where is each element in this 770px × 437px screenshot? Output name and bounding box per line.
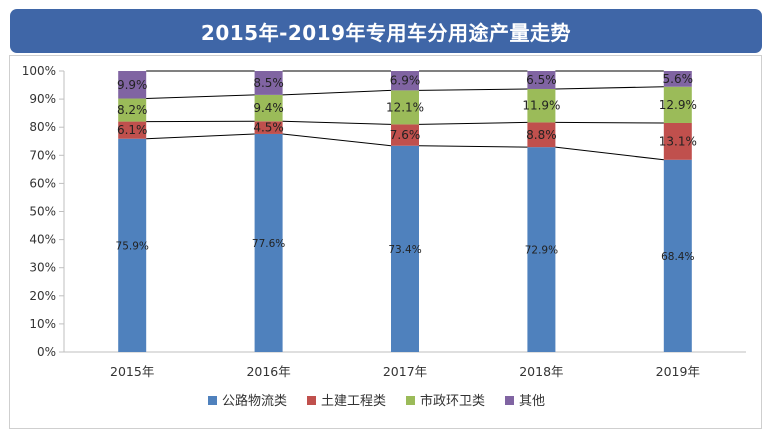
data-label: 12.1% — [386, 100, 424, 114]
data-label: 6.5% — [526, 73, 557, 87]
bar-segment — [663, 122, 692, 160]
legend-label: 其他 — [519, 394, 545, 409]
data-label: 73.4% — [388, 244, 421, 256]
bar-segment — [254, 133, 283, 352]
data-label: 6.1% — [117, 123, 148, 137]
data-label: 4.5% — [253, 121, 284, 135]
data-label: 12.9% — [659, 98, 697, 112]
y-tick-label: 30% — [29, 261, 56, 275]
bar-segment — [663, 159, 692, 352]
bar-segment — [527, 71, 556, 89]
bar-segment — [527, 88, 556, 123]
data-label: 8.5% — [253, 76, 284, 90]
data-label: 8.8% — [526, 128, 557, 142]
legend-label: 土建工程类 — [321, 394, 386, 409]
x-tick-label: 2016年 — [246, 364, 290, 379]
bars-layer — [118, 71, 692, 352]
bar-segment — [118, 121, 147, 139]
legend: 公路物流类 土建工程类 市政环卫类 其他 — [208, 393, 545, 409]
y-tick-label: 40% — [29, 233, 56, 247]
x-tick-label: 2019年 — [656, 364, 700, 379]
data-label: 11.9% — [522, 99, 560, 113]
series-connector-line — [146, 133, 255, 140]
stacked-bar-chart: 0% 10% 20% 30% 40% 50% 60% 70% 80% 90% 100% 2015年 20… — [22, 64, 746, 409]
legend-swatch — [307, 396, 316, 405]
data-label: 68.4% — [661, 251, 694, 263]
y-tick-label: 0% — [37, 345, 56, 359]
data-label: 6.9% — [390, 74, 421, 88]
legend-label: 市政环卫类 — [420, 393, 485, 409]
series-connector-line — [282, 89, 392, 96]
bar-segment — [527, 122, 556, 148]
bar-segment — [254, 94, 283, 122]
series-connector-line — [282, 120, 392, 125]
x-tick-label: 2015年 — [110, 364, 154, 379]
data-labels-layer: 75.9% 77.6% 73.4% 72.9% 68.4% 6.1% 4.5% 7.6% 8.8… — [116, 72, 697, 263]
data-label: 72.9% — [525, 245, 558, 257]
x-tick-label: 2018年 — [519, 364, 563, 379]
y-tick-label: 90% — [29, 92, 56, 106]
legend-swatch — [208, 396, 217, 405]
bar-segment — [391, 71, 419, 91]
y-tick-label: 20% — [29, 289, 56, 303]
y-tick-label: 70% — [29, 148, 56, 162]
series-connector-line — [418, 88, 528, 91]
axis-layer: 0% 10% 20% 30% 40% 50% 60% 70% 80% 90% 100% 2015年 20… — [22, 64, 746, 379]
bar-segment — [391, 90, 419, 125]
series-connector-line — [555, 121, 664, 124]
x-tick-label: 2017年 — [383, 364, 427, 379]
y-tick-label: 50% — [29, 205, 56, 219]
data-label: 9.9% — [117, 78, 148, 92]
bar-segment — [118, 138, 147, 352]
y-tick-label: 80% — [29, 120, 56, 134]
series-connector-line — [418, 145, 528, 148]
bar-segment — [663, 71, 692, 87]
bar-segment — [254, 121, 283, 134]
bar-segment — [118, 71, 147, 99]
series-lines-layer — [146, 70, 664, 161]
data-label: 13.1% — [659, 134, 697, 148]
series-connector-line — [555, 86, 664, 90]
legend-swatch — [406, 396, 415, 405]
data-label: 77.6% — [252, 238, 285, 250]
chart-title: 2015年-2019年专用车分用途产量走势 — [10, 9, 762, 53]
bar-segment — [254, 71, 283, 95]
legend-label: 公路物流类 — [222, 393, 287, 409]
y-tick-label: 10% — [29, 317, 56, 331]
series-connector-line — [282, 133, 392, 147]
legend-swatch — [505, 396, 514, 405]
y-tick-label: 100% — [22, 64, 56, 78]
bar-segment — [391, 145, 419, 352]
data-label: 9.4% — [253, 101, 284, 115]
series-connector-line — [146, 94, 255, 100]
bar-segment — [391, 124, 419, 146]
data-label: 7.6% — [390, 128, 421, 142]
bar-segment — [663, 86, 692, 123]
data-label: 8.2% — [117, 103, 148, 117]
data-label: 75.9% — [116, 240, 149, 252]
chart-frame: 0% 10% 20% 30% 40% 50% 60% 70% 80% 90% 100% 2015年 20… — [9, 55, 762, 429]
bar-segment — [118, 98, 147, 122]
series-connector-line — [418, 121, 528, 125]
series-connector-line — [555, 146, 664, 161]
bar-segment — [527, 147, 556, 352]
data-label: 5.6% — [663, 72, 694, 86]
y-tick-label: 60% — [29, 176, 56, 190]
